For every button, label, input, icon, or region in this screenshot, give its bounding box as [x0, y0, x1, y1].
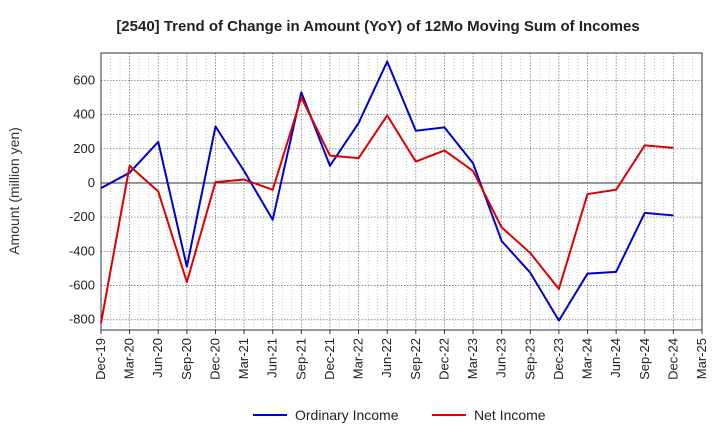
y-tick-label: 200	[73, 141, 95, 156]
x-tick-label: Mar-21	[236, 338, 251, 379]
y-tick-label: -800	[69, 312, 95, 327]
x-tick-label: Jun-20	[150, 338, 165, 378]
y-tick-label: 600	[73, 72, 95, 87]
x-tick-label: Dec-19	[93, 338, 108, 380]
y-axis-title: Amount (million yen)	[6, 127, 22, 255]
x-tick-label: Sep-20	[179, 338, 194, 380]
x-tick-label: Jun-24	[608, 338, 623, 378]
x-tick-label: Mar-22	[351, 338, 366, 379]
y-tick-label: 0	[88, 175, 95, 190]
x-tick-label: Dec-24	[665, 338, 680, 380]
chart-title: [2540] Trend of Change in Amount (YoY) o…	[116, 18, 639, 35]
y-tick-label: -200	[69, 209, 95, 224]
plot-area: -800 -600 -400 -200 0 200 400 600 Dec-19 Mar-20 Ju…	[69, 52, 709, 380]
plot-frame	[100, 52, 703, 331]
x-tick-label: Mar-24	[580, 338, 595, 379]
x-tick-label: Sep-21	[293, 338, 308, 380]
x-tick-label: Mar-20	[122, 338, 137, 379]
x-tick-label: Jun-23	[494, 338, 509, 378]
x-tick-label: Dec-23	[551, 338, 566, 380]
legend: Ordinary Income Net Income	[253, 407, 546, 423]
x-tick-label: Dec-22	[436, 338, 451, 380]
y-tick-label: -400	[69, 243, 95, 258]
legend-label: Ordinary Income	[295, 407, 399, 423]
x-tick-label: Jun-21	[265, 338, 280, 378]
x-tick-label: Dec-20	[207, 338, 222, 380]
x-tick-label: Mar-25	[694, 338, 709, 379]
x-tick-label: Sep-23	[522, 338, 537, 380]
x-tick-label: Jun-22	[379, 338, 394, 378]
y-tick-label: 400	[73, 107, 95, 122]
x-tick-label: Dec-21	[322, 338, 337, 380]
legend-label: Net Income	[474, 407, 546, 423]
y-tick-label: -600	[69, 278, 95, 293]
x-tick-label: Sep-24	[637, 338, 652, 380]
x-tick-label: Sep-22	[408, 338, 423, 380]
x-tick-label: Mar-23	[465, 338, 480, 379]
